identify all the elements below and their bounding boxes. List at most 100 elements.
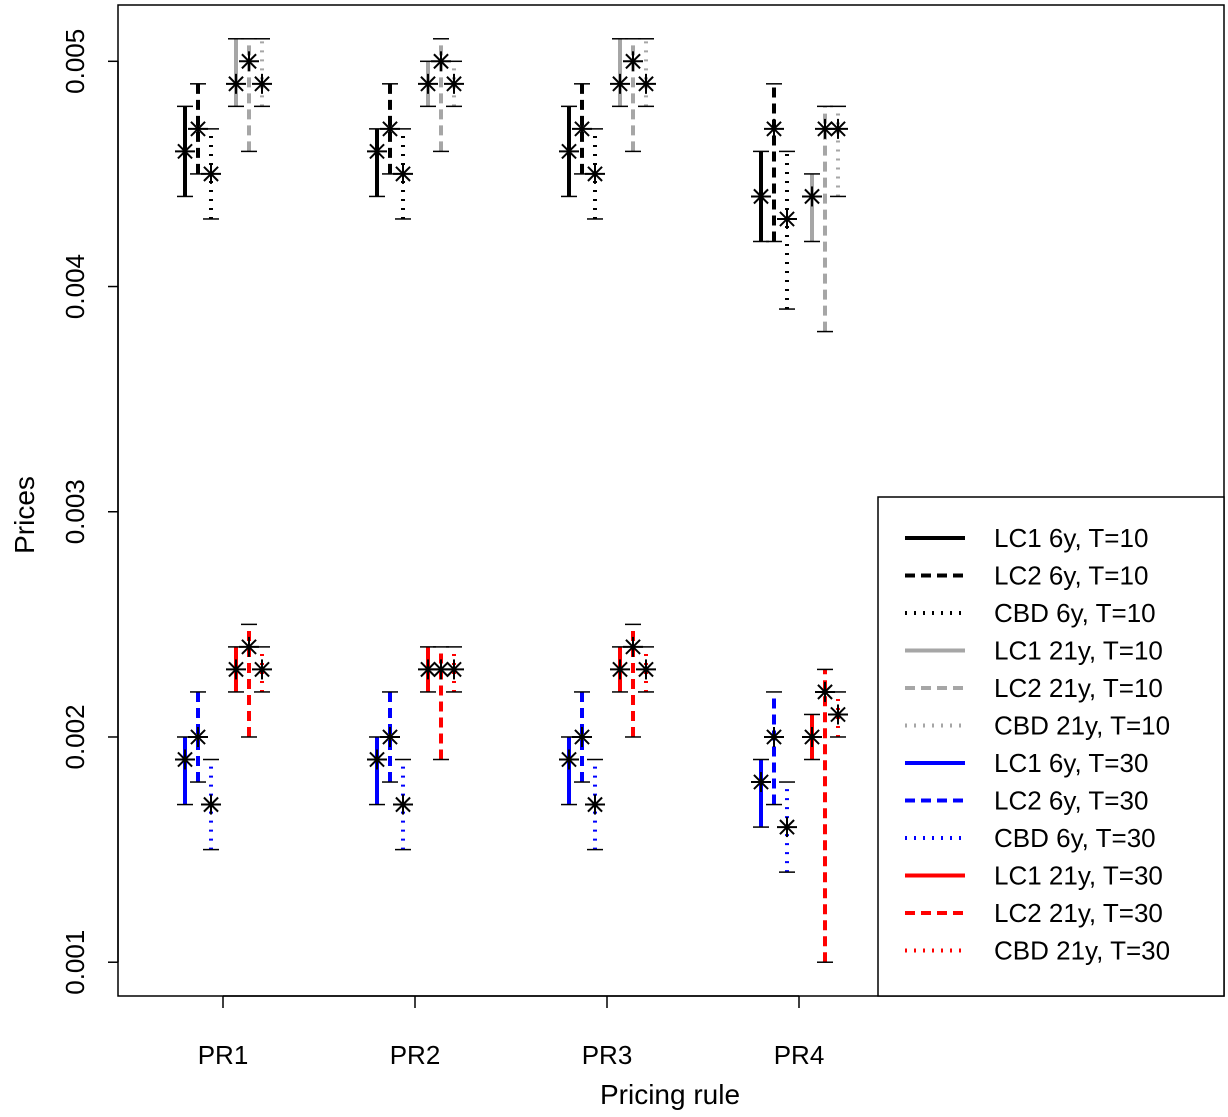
y-axis: 0.001 0.002 0.003 0.004 0.005 bbox=[60, 29, 119, 995]
error-bar bbox=[559, 105, 579, 198]
midpoint-marker bbox=[393, 794, 413, 815]
error-bar bbox=[764, 691, 784, 806]
midpoint-marker bbox=[393, 163, 413, 184]
legend-item: LC1 21y, T=10 bbox=[905, 636, 1163, 666]
error-bar bbox=[226, 38, 246, 108]
error-bar bbox=[610, 38, 630, 108]
legend-label: CBD 6y, T=30 bbox=[994, 823, 1156, 853]
error-bars bbox=[175, 38, 848, 963]
midpoint-marker bbox=[572, 118, 592, 139]
midpoint-marker bbox=[367, 141, 387, 162]
legend-label: CBD 21y, T=30 bbox=[994, 936, 1170, 966]
error-bar bbox=[751, 150, 771, 243]
legend-label: LC2 21y, T=30 bbox=[994, 898, 1163, 928]
error-bar bbox=[777, 781, 797, 873]
error-bar bbox=[802, 173, 822, 243]
midpoint-marker bbox=[226, 73, 246, 94]
error-bar bbox=[431, 38, 451, 153]
midpoint-marker bbox=[802, 186, 822, 207]
error-bar bbox=[585, 758, 605, 851]
y-tick-label: 0.004 bbox=[60, 254, 90, 319]
y-axis-label: Prices bbox=[9, 476, 40, 554]
legend-item: LC1 21y, T=30 bbox=[905, 861, 1163, 891]
error-bar bbox=[623, 38, 643, 153]
midpoint-marker bbox=[764, 118, 784, 139]
error-bar bbox=[380, 691, 400, 783]
legend-item: LC2 21y, T=10 bbox=[905, 673, 1163, 703]
error-bar bbox=[393, 128, 413, 220]
error-bar bbox=[777, 150, 797, 310]
legend-item: LC2 6y, T=30 bbox=[905, 786, 1148, 816]
midpoint-marker bbox=[559, 749, 579, 770]
y-tick-label: 0.003 bbox=[60, 479, 90, 544]
midpoint-marker bbox=[815, 118, 835, 139]
error-bar bbox=[367, 128, 387, 198]
midpoint-marker bbox=[201, 794, 221, 815]
midpoint-marker bbox=[777, 817, 797, 838]
legend-item: CBD 6y, T=30 bbox=[905, 823, 1156, 853]
error-bar bbox=[828, 105, 848, 198]
legend-label: LC1 6y, T=10 bbox=[994, 523, 1148, 553]
y-tick-label: 0.005 bbox=[60, 29, 90, 94]
legend-item: LC2 6y, T=10 bbox=[905, 561, 1148, 591]
midpoint-marker bbox=[252, 659, 272, 680]
midpoint-marker bbox=[188, 726, 208, 747]
error-bar bbox=[239, 38, 259, 153]
x-tick-label: PR2 bbox=[390, 1040, 441, 1070]
error-bar bbox=[572, 691, 592, 783]
midpoint-marker bbox=[802, 726, 822, 747]
legend-label: LC1 21y, T=30 bbox=[994, 861, 1163, 891]
error-bar bbox=[444, 60, 464, 108]
error-bar bbox=[572, 83, 592, 175]
legend-label: CBD 6y, T=10 bbox=[994, 598, 1156, 628]
midpoint-marker bbox=[559, 141, 579, 162]
legend-label: LC2 21y, T=10 bbox=[994, 673, 1163, 703]
error-bar bbox=[802, 713, 822, 761]
midpoint-marker bbox=[585, 163, 605, 184]
error-bar bbox=[636, 646, 656, 693]
midpoint-marker bbox=[444, 659, 464, 680]
midpoint-marker bbox=[201, 163, 221, 184]
error-bar bbox=[431, 646, 451, 761]
midpoint-marker bbox=[431, 51, 451, 72]
error-bar bbox=[585, 128, 605, 220]
y-tick-label: 0.001 bbox=[60, 930, 90, 995]
error-bar bbox=[610, 646, 630, 693]
legend-item: CBD 21y, T=30 bbox=[905, 936, 1170, 966]
error-bar bbox=[636, 38, 656, 108]
midpoint-marker bbox=[585, 794, 605, 815]
error-bar bbox=[418, 60, 438, 108]
legend-label: LC2 6y, T=30 bbox=[994, 786, 1148, 816]
error-bar bbox=[252, 646, 272, 693]
error-bar bbox=[828, 691, 848, 738]
error-bar bbox=[226, 646, 246, 693]
error-bar bbox=[393, 758, 413, 851]
midpoint-marker bbox=[623, 51, 643, 72]
error-bar bbox=[559, 736, 579, 806]
midpoint-marker bbox=[777, 208, 797, 229]
legend-label: LC1 21y, T=10 bbox=[994, 636, 1163, 666]
midpoint-marker bbox=[252, 73, 272, 94]
legend-item: LC2 21y, T=30 bbox=[905, 898, 1163, 928]
midpoint-marker bbox=[610, 73, 630, 94]
midpoint-marker bbox=[418, 73, 438, 94]
midpoint-marker bbox=[226, 659, 246, 680]
error-bar bbox=[252, 38, 272, 108]
midpoint-marker bbox=[636, 73, 656, 94]
midpoint-marker bbox=[380, 726, 400, 747]
midpoint-marker bbox=[572, 726, 592, 747]
legend-item: CBD 6y, T=10 bbox=[905, 598, 1156, 628]
midpoint-marker bbox=[444, 73, 464, 94]
midpoint-marker bbox=[610, 659, 630, 680]
error-bar bbox=[444, 646, 464, 693]
error-bar bbox=[201, 128, 221, 220]
legend-item: LC1 6y, T=30 bbox=[905, 748, 1148, 778]
error-bar bbox=[175, 736, 195, 806]
midpoint-marker bbox=[751, 772, 771, 793]
error-bar bbox=[367, 736, 387, 806]
midpoint-marker bbox=[175, 749, 195, 770]
legend-item: CBD 21y, T=10 bbox=[905, 711, 1170, 741]
midpoint-marker bbox=[239, 51, 259, 72]
error-bar bbox=[239, 623, 259, 738]
